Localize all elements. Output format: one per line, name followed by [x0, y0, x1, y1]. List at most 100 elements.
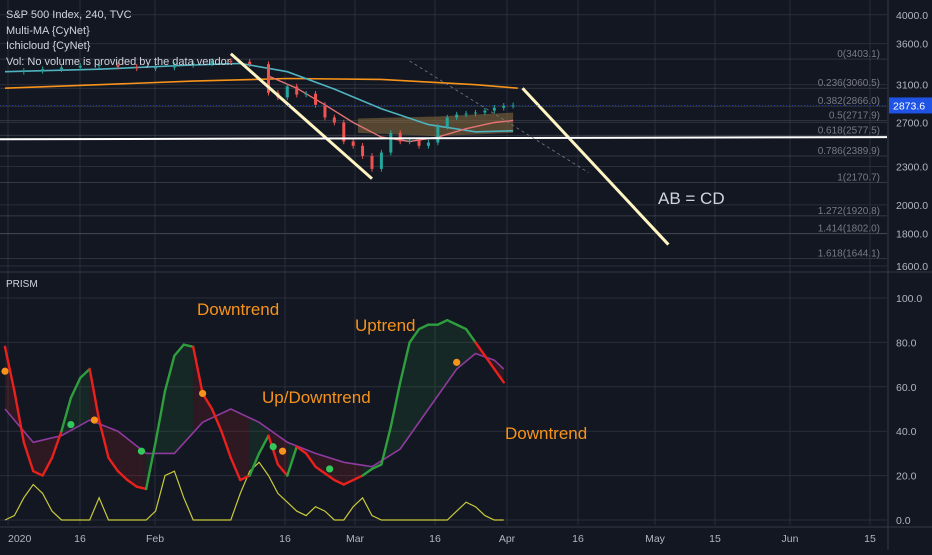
prism-main-segment	[399, 341, 411, 384]
prism-main-segment	[210, 407, 223, 433]
prism-main-segment	[191, 345, 204, 395]
prism-main-segment	[163, 354, 176, 393]
candle-body	[342, 122, 346, 142]
candle-body	[22, 70, 26, 72]
candle-body	[502, 105, 506, 108]
prism-main-segment	[13, 390, 26, 444]
prism-main-segment	[370, 463, 383, 471]
prism-fill	[390, 382, 401, 455]
prism-main-segment	[79, 367, 91, 380]
candle-body	[379, 152, 383, 169]
prism-fill	[249, 417, 260, 476]
prism-main-segment	[88, 367, 101, 422]
price-axis-tick-label: 3100.0	[896, 80, 928, 92]
candle-body	[492, 107, 496, 111]
candle-body	[59, 67, 63, 70]
candle-body	[266, 64, 270, 93]
legend-symbol: S&P 500 Index, 240, TVC	[6, 9, 132, 21]
prism-fill	[183, 344, 194, 444]
prism-fill	[343, 462, 354, 485]
prism-fill	[447, 320, 457, 383]
fib-level-label: 0.382(2866.0)	[818, 96, 880, 107]
candle-body	[332, 117, 336, 123]
fib-level-label: 1.272(1920.8)	[818, 206, 880, 217]
prism-fill	[42, 437, 53, 476]
candle-body	[370, 155, 374, 169]
fib-level-label: 0.5(2717.9)	[829, 111, 880, 122]
prism-main-segment	[474, 341, 487, 357]
prism-main-segment	[276, 463, 289, 477]
prism-main-segment	[32, 469, 44, 477]
candle-body	[135, 66, 139, 69]
time-axis-tick-label: Feb	[146, 533, 164, 545]
candle-body	[78, 65, 82, 68]
price-axis-tick-label: 1800.0	[896, 229, 928, 241]
prism-fill	[221, 409, 231, 458]
ma-orange-line	[4, 77, 518, 89]
candle-body	[445, 117, 449, 127]
prism-main-segment	[464, 327, 477, 344]
fib-level-label: 1.414(1802.0)	[818, 223, 880, 234]
legend-ichicloud: Ichicloud {CyNet}	[6, 40, 91, 52]
candle-body	[511, 105, 515, 107]
prism-main-segment	[455, 323, 468, 331]
prism-fill	[334, 459, 344, 485]
time-axis-tick-label: 16	[74, 533, 86, 545]
time-axis-tick-label: 16	[429, 533, 441, 545]
prism-main-segment	[229, 456, 242, 482]
prism-fill	[80, 369, 90, 426]
candle-body	[361, 145, 365, 156]
prism-main-segment	[323, 472, 336, 482]
prism-main-segment	[351, 474, 364, 482]
candle-body	[351, 141, 355, 146]
trendline-horizontal-support	[0, 136, 888, 141]
trendline-projection	[409, 60, 589, 173]
candle-body	[455, 114, 459, 118]
prism-main-segment	[107, 456, 120, 473]
prism-main-segment	[126, 478, 138, 488]
prism-fill	[419, 324, 429, 423]
prism-fill	[240, 413, 250, 481]
time-axis-tick-label: May	[645, 533, 666, 545]
prism-main-segment	[436, 319, 449, 326]
candle-body	[248, 61, 252, 65]
fib-level-label: 0(3403.1)	[837, 49, 880, 60]
prism-signal-dot	[90, 416, 98, 424]
prism-main-segment	[154, 390, 167, 444]
prism-main-segment	[116, 469, 129, 482]
price-axis-tick-label: 3600.0	[896, 39, 928, 51]
time-axis-tick-label: Jun	[782, 533, 799, 545]
prism-fill	[164, 355, 175, 454]
annotation-uptrend: Uptrend	[355, 316, 416, 335]
time-axis-tick-label: Mar	[346, 533, 365, 545]
prism-fill	[136, 446, 147, 489]
prism-axis-tick-label: 100.0	[896, 293, 922, 305]
prism-fill	[259, 422, 269, 454]
prism-main-segment	[342, 478, 355, 486]
candle-body	[41, 69, 45, 71]
prism-main-segment	[173, 343, 185, 357]
candle-body	[398, 132, 402, 142]
prism-signal-dot	[278, 447, 287, 455]
price-axis-tick-label: 4000.0	[896, 10, 928, 22]
fib-level-label: 1.618(1644.1)	[818, 249, 880, 260]
prism-fill	[428, 324, 438, 409]
prism-main-segment	[493, 367, 505, 384]
price-axis-tick-label: 2300.0	[896, 161, 928, 173]
prism-panel-label: PRISM	[6, 279, 38, 290]
prism-axis-tick-label: 80.0	[896, 337, 917, 349]
prism-fill	[400, 342, 410, 449]
trendline-ab	[229, 52, 373, 180]
candle-body	[116, 65, 120, 67]
prism-main-segment	[295, 445, 308, 455]
prism-signal-dot	[453, 358, 461, 366]
trendlines	[0, 52, 888, 246]
prism-main-segment	[41, 456, 54, 477]
prism-axis-tick-label: 60.0	[896, 382, 917, 394]
prism-main-segment	[380, 425, 393, 466]
legend-multi-ma: Multi-MA {CyNet}	[6, 24, 90, 37]
prism-main-segment	[144, 441, 157, 491]
prism-main-segment	[304, 452, 317, 468]
legend-volume: Vol: No volume is provided by the data v…	[6, 55, 233, 68]
candle-body	[408, 140, 412, 142]
